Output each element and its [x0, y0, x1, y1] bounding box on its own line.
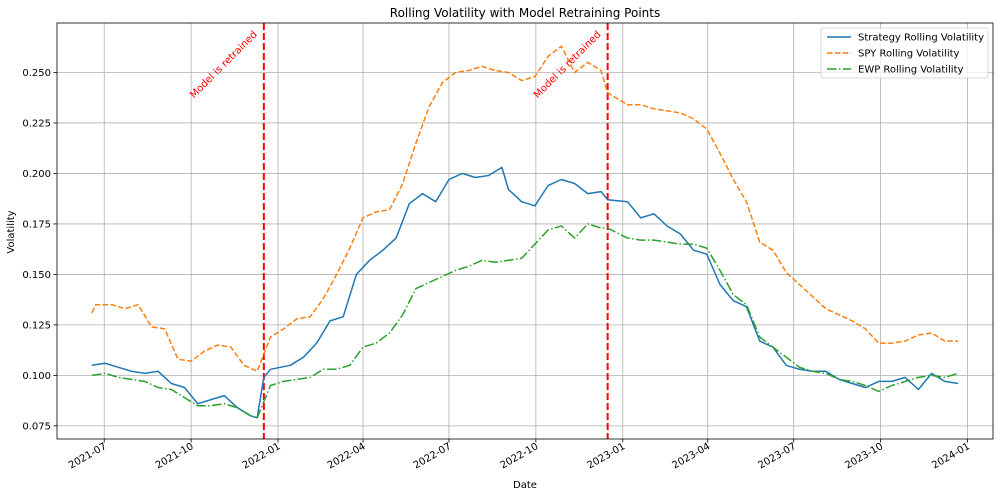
x-tick-label: 2021-10 [154, 441, 196, 471]
retraining-label: Model is retrained [188, 29, 260, 101]
x-tick-label: 2021-07 [67, 441, 109, 471]
y-tick-label: 0.100 [22, 371, 51, 382]
y-tick-label: 0.125 [22, 320, 51, 331]
y-tick-label: 0.250 [22, 68, 51, 79]
plot-frame [56, 22, 994, 440]
x-tick-label: 2023-07 [757, 441, 799, 471]
y-axis: 0.075 0.100 0.125 0.150 0.175 0.200 0.225 0.250 [22, 68, 57, 432]
x-axis: 2021-07 2021-10 2022-01 2022-04 2022-07 2022-… [67, 439, 972, 471]
x-tick-label: 2023-01 [586, 441, 628, 471]
grid [57, 23, 993, 439]
legend-box [820, 27, 989, 79]
annotations: Model is retrained Model is retrained [188, 29, 603, 101]
retraining-label: Model is retrained [532, 29, 604, 101]
x-tick-label: 2022-01 [241, 441, 283, 471]
legend-label: Strategy Rolling Volatility [858, 33, 984, 44]
series-line-1 [91, 45, 959, 373]
x-tick-label: 2022-07 [412, 441, 454, 471]
legend-label: SPY Rolling Volatility [858, 49, 960, 60]
chart-title: Rolling Volatility with Model Retraining… [390, 6, 660, 20]
y-tick-label: 0.150 [22, 270, 51, 281]
x-tick-label: 2023-10 [843, 441, 885, 471]
x-tick-label: 2024-01 [930, 441, 972, 471]
x-tick-label: 2022-04 [326, 441, 368, 471]
legend-label: EWP Rolling Volatility [858, 65, 963, 76]
y-tick-label: 0.200 [22, 169, 51, 180]
x-axis-title: Date [513, 480, 537, 491]
series-line-0 [91, 166, 959, 419]
series-lines [91, 45, 959, 419]
x-tick-label: 2022-10 [499, 441, 541, 471]
series-line-2 [91, 223, 959, 419]
y-axis-title: Volatility [6, 210, 17, 253]
legend: Strategy Rolling Volatility SPY Rolling V… [820, 27, 989, 79]
y-tick-label: 0.075 [22, 421, 51, 432]
x-tick-label: 2023-04 [671, 441, 713, 471]
plot-area [56, 22, 994, 440]
y-tick-label: 0.225 [22, 118, 51, 129]
y-tick-label: 0.175 [22, 219, 51, 230]
retraining-lines [262, 23, 609, 439]
